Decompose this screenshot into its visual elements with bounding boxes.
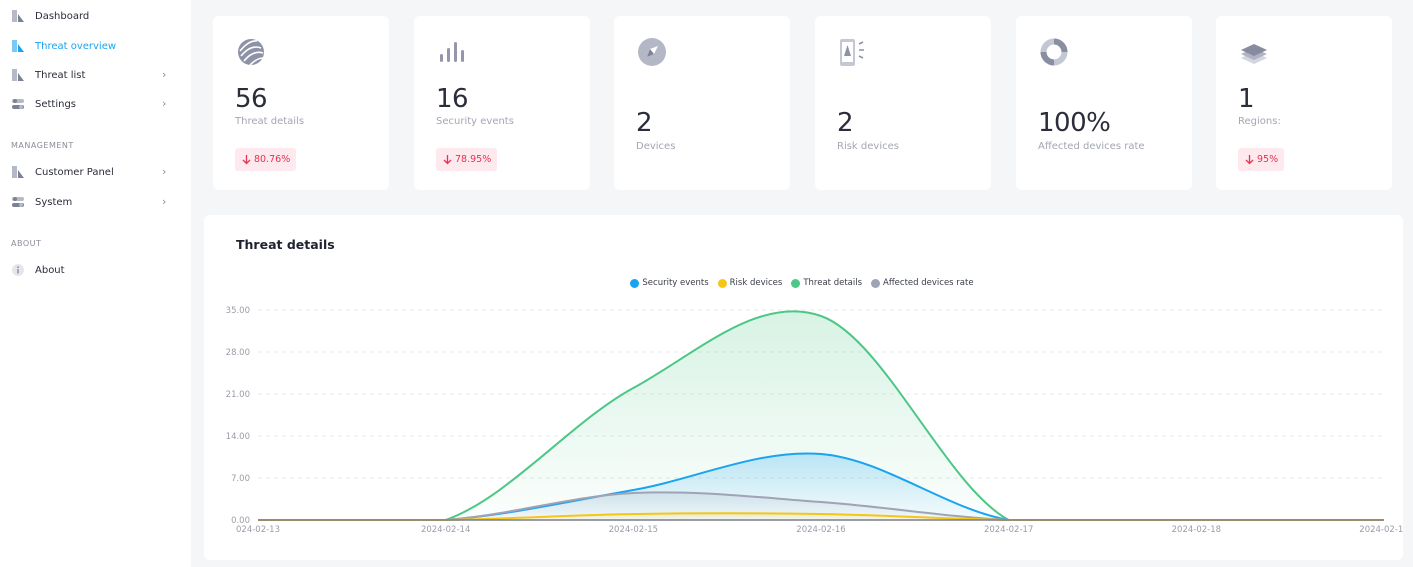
change-badge-value: 95% — [1257, 154, 1279, 165]
sidebar-item-label: Threat overview — [35, 40, 117, 52]
legend-item-risk-devices[interactable]: Risk devices — [717, 278, 783, 288]
chart-title: Threat details — [236, 237, 335, 252]
dashboard-icon — [12, 10, 24, 22]
change-badge-value: 78.95% — [455, 154, 492, 165]
chart-legend: Security events Risk devices Threat deta… — [204, 278, 1403, 288]
sidebar-item-customer-panel[interactable]: Customer Panel › — [0, 161, 191, 183]
stat-card-risk-devices: 2 Risk devices — [815, 16, 991, 190]
y-tick-label: 0.00 — [231, 516, 250, 526]
change-badge-value: 80.76% — [254, 154, 291, 165]
legend-dot — [791, 278, 801, 288]
threat-details-area-chart[interactable]: 0.00 7.00 14.00 21.00 28.00 35.00 024-02-13 202… — [204, 215, 1403, 560]
sidebar-item-threat-list[interactable]: Threat list › — [0, 64, 191, 86]
sidebar-item-label: About — [35, 264, 65, 276]
sidebar-item-label: Dashboard — [35, 10, 90, 22]
threat-overview-icon — [12, 40, 24, 52]
change-badge: 78.95% — [436, 148, 498, 171]
phone-alert-icon — [840, 39, 864, 66]
y-tick-label: 14.00 — [226, 432, 250, 442]
chevron-right-icon: › — [162, 97, 167, 110]
stat-label: Affected devices rate — [1038, 141, 1145, 152]
chevron-right-icon: › — [162, 68, 167, 81]
compass-icon — [638, 38, 666, 66]
change-badge: 80.76% — [235, 148, 297, 171]
y-tick-label: 7.00 — [231, 474, 250, 484]
legend-dot — [871, 278, 881, 288]
sidebar-item-threat-overview[interactable]: Threat overview — [0, 35, 191, 57]
section-about-heading: ABOUT — [11, 239, 42, 248]
section-management-heading: MANAGEMENT — [11, 141, 74, 150]
x-tick-label: 024-02-13 — [236, 525, 280, 535]
stat-card-regions: 1 Regions: 95% — [1216, 16, 1392, 190]
y-tick-label: 35.00 — [226, 306, 250, 316]
legend-dot — [717, 278, 727, 288]
legend-label: Risk devices — [729, 278, 783, 288]
stat-value: 2 — [636, 108, 653, 138]
legend-label: Affected devices rate — [883, 278, 974, 288]
y-tick-label: 28.00 — [226, 348, 250, 358]
donut-icon — [1040, 38, 1068, 66]
legend-item-affected-devices-rate[interactable]: Affected devices rate — [871, 278, 974, 288]
x-tick-label: 2024-02-15 — [609, 525, 658, 535]
stat-card-affected-devices-rate: 100% Affected devices rate — [1016, 16, 1192, 190]
stat-value: 56 — [235, 84, 268, 114]
area-affected-devices-rate — [258, 492, 1384, 520]
area-security-events — [258, 453, 1384, 520]
area-risk-devices — [258, 513, 1384, 520]
customer-panel-icon — [12, 166, 24, 178]
x-tick-label: 2024-02-18 — [1172, 525, 1221, 535]
stat-label: Devices — [636, 141, 676, 152]
threat-list-icon — [12, 69, 24, 81]
stat-label: Security events — [436, 116, 514, 127]
x-tick-label: 2024-02-17 — [984, 525, 1033, 535]
arrow-down-icon — [443, 155, 452, 165]
stat-value: 100% — [1038, 108, 1111, 138]
stat-label: Regions: — [1238, 116, 1281, 127]
legend-item-security-events[interactable]: Security events — [630, 278, 709, 288]
bar-chart-icon — [440, 42, 464, 62]
arrow-down-icon — [1245, 155, 1254, 165]
sidebar-item-label: Customer Panel — [35, 166, 114, 178]
y-tick-label: 21.00 — [226, 390, 250, 400]
sidebar: Dashboard Threat overview Threat list › … — [0, 0, 191, 567]
stat-label: Risk devices — [837, 141, 899, 152]
layers-icon — [1241, 44, 1267, 64]
sidebar-item-label: Settings — [35, 98, 77, 110]
change-badge: 95% — [1238, 148, 1285, 171]
threat-globe-icon — [238, 39, 264, 66]
x-tick-label: 2024-02-19 — [1359, 525, 1403, 535]
stat-card-threat-details: 56 Threat details 80.76% — [213, 16, 389, 190]
sidebar-item-system[interactable]: System › — [0, 191, 191, 213]
threat-details-chart-panel: Threat details Security events Risk devi… — [204, 215, 1403, 560]
sidebar-item-dashboard[interactable]: Dashboard — [0, 5, 191, 27]
chevron-right-icon: › — [162, 195, 167, 208]
x-tick-label: 2024-02-16 — [796, 525, 845, 535]
system-toggle-icon — [12, 197, 24, 207]
settings-toggle-icon — [12, 99, 24, 109]
chevron-right-icon: › — [162, 165, 167, 178]
legend-dot — [630, 278, 640, 288]
arrow-down-icon — [242, 155, 251, 165]
stat-value: 1 — [1238, 84, 1255, 114]
legend-label: Threat details — [803, 278, 863, 288]
stat-card-security-events: 16 Security events 78.95% — [414, 16, 590, 190]
x-tick-label: 2024-02-14 — [421, 525, 470, 535]
stat-card-devices: 2 Devices — [614, 16, 790, 190]
sidebar-item-settings[interactable]: Settings › — [0, 93, 191, 115]
stat-label: Threat details — [235, 116, 305, 127]
area-threat-details — [258, 311, 1384, 520]
legend-item-threat-details[interactable]: Threat details — [791, 278, 862, 288]
legend-label: Security events — [642, 278, 709, 288]
info-icon — [12, 264, 24, 276]
sidebar-item-about[interactable]: About — [0, 259, 191, 281]
sidebar-item-label: System — [35, 196, 73, 208]
stat-value: 16 — [436, 84, 469, 114]
sidebar-item-label: Threat list — [35, 69, 86, 81]
stat-value: 2 — [837, 108, 854, 138]
